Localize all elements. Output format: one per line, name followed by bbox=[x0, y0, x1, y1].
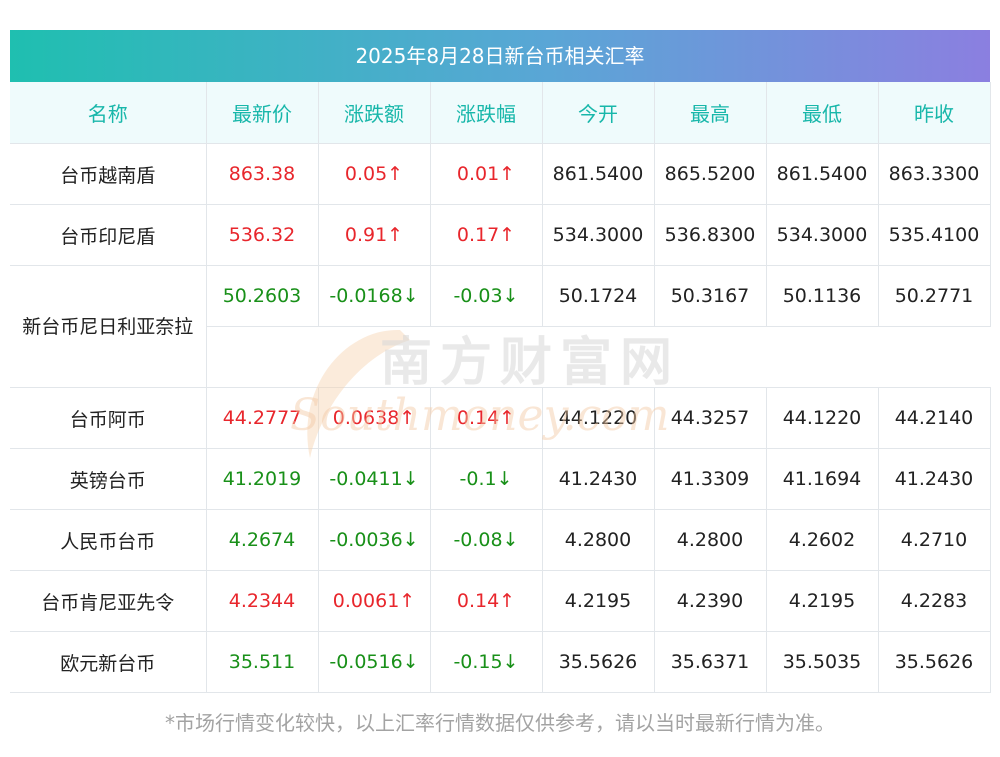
currency-pair-name: 台币印尼盾 bbox=[10, 204, 207, 266]
table-row: 英镑台币 41.2019 -0.0411↓ -0.1↓ 41.2430 41.3309 41… bbox=[10, 448, 991, 510]
low-price-cell: 861.5400 bbox=[766, 143, 879, 205]
currency-pair-name: 新台币尼日利亚奈拉 bbox=[10, 265, 207, 388]
open-price-cell: 35.5626 bbox=[542, 631, 655, 693]
latest-price-cell: 863.38 bbox=[206, 143, 319, 205]
change-amount-cell: 0.0638↑ bbox=[318, 387, 431, 449]
table-row: 欧元新台币 35.511 -0.0516↓ -0.15↓ 35.5626 35.6371 3… bbox=[10, 631, 991, 693]
open-price-cell: 534.3000 bbox=[542, 204, 655, 266]
high-price-cell: 865.5200 bbox=[654, 143, 767, 205]
table-row: 台币肯尼亚先令 4.2344 0.0061↑ 0.14↑ 4.2195 4.2390 4.2… bbox=[10, 570, 991, 632]
change-amount-cell: 0.91↑ bbox=[318, 204, 431, 266]
column-header-open: 今开 bbox=[542, 82, 655, 144]
open-price-cell: 41.2430 bbox=[542, 448, 655, 510]
latest-price-cell: 41.2019 bbox=[206, 448, 319, 510]
currency-pair-name: 台币阿币 bbox=[10, 387, 207, 449]
high-price-cell: 4.2800 bbox=[654, 509, 767, 571]
change-percent-cell: 0.01↑ bbox=[430, 143, 543, 205]
prev-close-cell: 50.2771 bbox=[878, 265, 991, 327]
prev-close-cell: 863.3300 bbox=[878, 143, 991, 205]
open-price-cell: 50.1724 bbox=[542, 265, 655, 327]
change-percent-cell: -0.1↓ bbox=[430, 448, 543, 510]
high-price-cell: 50.3167 bbox=[654, 265, 767, 327]
column-header-high: 最高 bbox=[654, 82, 767, 144]
change-amount-cell: 0.05↑ bbox=[318, 143, 431, 205]
table-row: 人民币台币 4.2674 -0.0036↓ -0.08↓ 4.2800 4.2800 4.2… bbox=[10, 509, 991, 571]
latest-price-cell: 44.2777 bbox=[206, 387, 319, 449]
change-amount-cell: -0.0411↓ bbox=[318, 448, 431, 510]
high-price-cell: 41.3309 bbox=[654, 448, 767, 510]
table-row: 台币越南盾 863.38 0.05↑ 0.01↑ 861.5400 865.5200 861… bbox=[10, 143, 991, 205]
table-row: 台币印尼盾 536.32 0.91↑ 0.17↑ 534.3000 536.8300 534… bbox=[10, 204, 991, 266]
prev-close-cell: 535.4100 bbox=[878, 204, 991, 266]
change-percent-cell: 0.14↑ bbox=[430, 570, 543, 632]
open-price-cell: 44.1220 bbox=[542, 387, 655, 449]
change-percent-cell: 0.17↑ bbox=[430, 204, 543, 266]
currency-pair-name: 人民币台币 bbox=[10, 509, 207, 571]
table-row: 新台币尼日利亚奈拉 50.2603 -0.0168↓ -0.03↓ 50.1724 50.… bbox=[10, 265, 991, 388]
column-header-latest: 最新价 bbox=[206, 82, 319, 144]
change-percent-cell: 0.14↑ bbox=[430, 387, 543, 449]
low-price-cell: 4.2195 bbox=[766, 570, 879, 632]
column-header-change-pct: 涨跌幅 bbox=[430, 82, 543, 144]
currency-pair-name: 台币越南盾 bbox=[10, 143, 207, 205]
open-price-cell: 4.2800 bbox=[542, 509, 655, 571]
change-amount-cell: 0.0061↑ bbox=[318, 570, 431, 632]
column-header-prev-close: 昨收 bbox=[878, 82, 991, 144]
latest-price-cell: 35.511 bbox=[206, 631, 319, 693]
low-price-cell: 4.2602 bbox=[766, 509, 879, 571]
currency-pair-name: 欧元新台币 bbox=[10, 631, 207, 693]
high-price-cell: 35.6371 bbox=[654, 631, 767, 693]
change-amount-cell: -0.0036↓ bbox=[318, 509, 431, 571]
high-price-cell: 44.3257 bbox=[654, 387, 767, 449]
page-title: 2025年8月28日新台币相关汇率 bbox=[10, 30, 990, 82]
prev-close-cell: 35.5626 bbox=[878, 631, 991, 693]
column-header-low: 最低 bbox=[766, 82, 879, 144]
change-amount-cell: -0.0168↓ bbox=[318, 265, 431, 327]
column-header-change: 涨跌额 bbox=[318, 82, 431, 144]
low-price-cell: 50.1136 bbox=[766, 265, 879, 327]
change-amount-cell: -0.0516↓ bbox=[318, 631, 431, 693]
low-price-cell: 41.1694 bbox=[766, 448, 879, 510]
table-row-wrap bbox=[10, 326, 990, 388]
latest-price-cell: 4.2344 bbox=[206, 570, 319, 632]
exchange-rate-table: 名称 最新价 涨跌额 涨跌幅 今开 最高 最低 昨收 台币越南盾 863.38 0.… bbox=[10, 82, 991, 693]
wrap-spacer-cell bbox=[206, 326, 990, 388]
change-percent-cell: -0.15↓ bbox=[430, 631, 543, 693]
high-price-cell: 536.8300 bbox=[654, 204, 767, 266]
table-row: 台币阿币 44.2777 0.0638↑ 0.14↑ 44.1220 44.3257 44.… bbox=[10, 387, 991, 449]
change-percent-cell: -0.08↓ bbox=[430, 509, 543, 571]
table-header-row: 名称 最新价 涨跌额 涨跌幅 今开 最高 最低 昨收 bbox=[10, 82, 991, 144]
latest-price-cell: 4.2674 bbox=[206, 509, 319, 571]
prev-close-cell: 44.2140 bbox=[878, 387, 991, 449]
column-header-name: 名称 bbox=[10, 82, 207, 144]
prev-close-cell: 4.2710 bbox=[878, 509, 991, 571]
table-body: 台币越南盾 863.38 0.05↑ 0.01↑ 861.5400 865.5200 861… bbox=[10, 143, 991, 693]
latest-price-cell: 536.32 bbox=[206, 204, 319, 266]
latest-price-cell: 50.2603 bbox=[206, 265, 319, 327]
low-price-cell: 35.5035 bbox=[766, 631, 879, 693]
low-price-cell: 534.3000 bbox=[766, 204, 879, 266]
open-price-cell: 861.5400 bbox=[542, 143, 655, 205]
currency-pair-name: 英镑台币 bbox=[10, 448, 207, 510]
disclaimer-note: *市场行情变化较快，以上汇率行情数据仅供参考，请以当时最新行情为准。 bbox=[165, 711, 835, 735]
change-percent-cell: -0.03↓ bbox=[430, 265, 543, 327]
currency-pair-name: 台币肯尼亚先令 bbox=[10, 570, 207, 632]
low-price-cell: 44.1220 bbox=[766, 387, 879, 449]
prev-close-cell: 4.2283 bbox=[878, 570, 991, 632]
high-price-cell: 4.2390 bbox=[654, 570, 767, 632]
prev-close-cell: 41.2430 bbox=[878, 448, 991, 510]
open-price-cell: 4.2195 bbox=[542, 570, 655, 632]
